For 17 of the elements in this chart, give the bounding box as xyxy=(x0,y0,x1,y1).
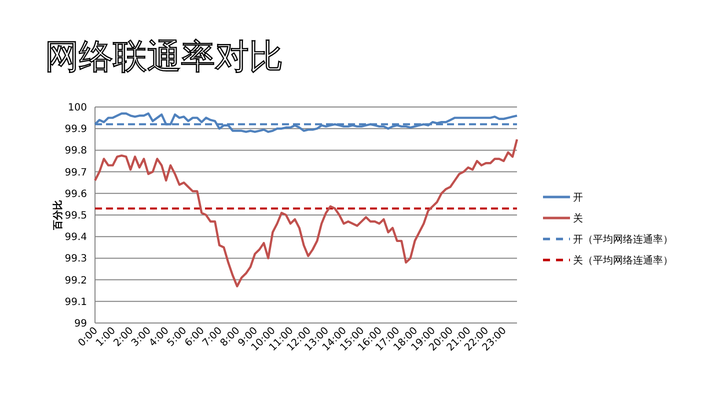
y-tick-label: 99.5 xyxy=(64,210,87,222)
y-tick-label: 99.4 xyxy=(64,232,87,244)
title: 网络联通率对比 xyxy=(45,37,283,77)
y-tick-label: 99.1 xyxy=(64,296,87,308)
y-tick-label: 99.3 xyxy=(64,254,87,265)
legend-label: 开（平均网络连通率） xyxy=(573,234,673,246)
y-tick-label: 99.7 xyxy=(64,167,87,178)
y-tick-label: 99.6 xyxy=(64,188,87,200)
y-tick-label: 100 xyxy=(68,102,87,114)
legend-label: 开 xyxy=(573,192,583,204)
y-tick-label: 99.9 xyxy=(64,124,87,136)
y-axis-title: 百分比 xyxy=(52,200,64,231)
y-tick-label: 99.2 xyxy=(64,275,87,286)
legend-label: 关 xyxy=(573,212,583,224)
legend-label: 关（平均网络连通率） xyxy=(573,254,673,266)
y-tick-label: 99.8 xyxy=(64,146,87,157)
y-tick-label: 99 xyxy=(74,318,87,330)
